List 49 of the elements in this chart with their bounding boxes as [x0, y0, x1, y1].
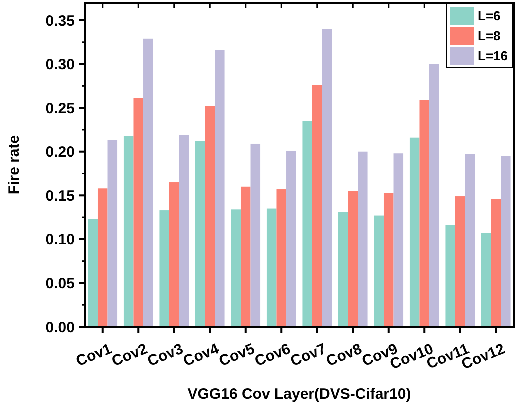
y-tick-label: 0.05: [46, 275, 75, 292]
bar: [394, 154, 404, 327]
bar: [179, 135, 190, 327]
bar: [455, 196, 466, 327]
bar: [302, 121, 312, 327]
x-axis-title: VGG16 Cov Layer(DVS-Cifar10): [188, 386, 412, 403]
bar: [410, 138, 420, 327]
bar: [205, 106, 216, 327]
bar: [384, 193, 394, 327]
bar: [266, 208, 277, 327]
bar: [169, 182, 180, 327]
bar: [501, 156, 511, 327]
bar: [374, 216, 384, 327]
bar: [144, 38, 154, 327]
y-tick-label: 0.35: [46, 12, 75, 30]
bar: [348, 191, 358, 327]
bar: [108, 140, 118, 327]
bar: [276, 190, 287, 327]
y-tick-label: 0.15: [46, 188, 75, 205]
bar: [160, 210, 170, 327]
bar: [358, 152, 368, 327]
bar: [88, 219, 98, 327]
bar: [338, 212, 348, 327]
y-tick-label: 0.30: [46, 56, 75, 74]
bar: [134, 98, 144, 327]
bar: [481, 233, 492, 327]
bar: [250, 144, 261, 327]
legend-label: L=8: [478, 28, 501, 44]
bar: [312, 85, 322, 327]
bar: [286, 150, 296, 327]
bar: [240, 186, 251, 327]
bar: [430, 64, 440, 327]
bar: [322, 29, 332, 327]
bar: [124, 136, 134, 327]
bar: [215, 50, 225, 327]
y-tick-label: 0.20: [46, 144, 75, 162]
bar: [491, 199, 502, 327]
legend-label: L=16: [478, 48, 508, 64]
y-tick-label: 0.00: [46, 319, 75, 336]
bar: [98, 188, 108, 327]
bar: [195, 141, 206, 327]
bar: [465, 154, 476, 327]
y-tick-label: 0.25: [46, 100, 75, 118]
y-axis-title: Fire rate: [6, 135, 23, 195]
bar: [231, 210, 241, 327]
bar: [420, 100, 430, 327]
y-tick-label: 0.10: [46, 232, 75, 249]
bar: [446, 225, 456, 327]
legend-label: L=6: [478, 8, 501, 24]
